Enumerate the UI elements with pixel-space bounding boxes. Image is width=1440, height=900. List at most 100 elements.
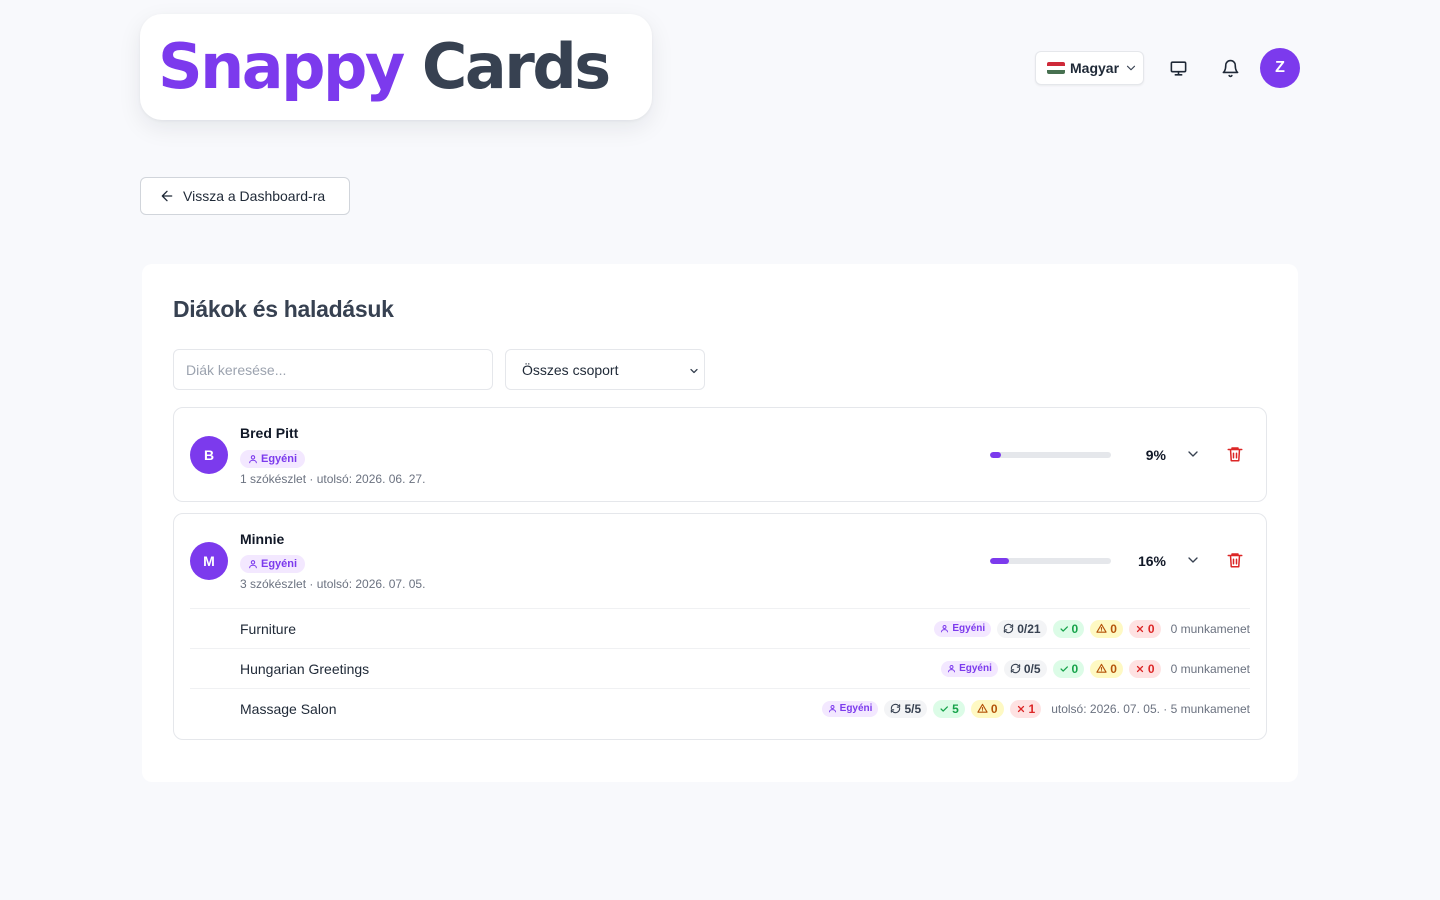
- deck-session-info: utolsó: 2026. 07. 05. · 5 munkamenet: [1051, 701, 1250, 716]
- deck-type-label: Egyéni: [959, 663, 992, 674]
- collapse-button[interactable]: [1183, 550, 1203, 570]
- deck-name: Hungarian Greetings: [240, 660, 370, 677]
- page-title: Diákok és haladásuk: [173, 296, 394, 322]
- warning-count: 0: [1110, 661, 1117, 676]
- expand-button[interactable]: [1183, 444, 1203, 464]
- warning-pill: 0: [970, 699, 1004, 718]
- refresh-icon: [891, 703, 901, 714]
- progress-percent: 9%: [1145, 447, 1166, 463]
- deck-row[interactable]: Furniture Egyéni 0/21 0 0: [190, 608, 1250, 648]
- wrong-pill: 0: [1128, 659, 1161, 678]
- progress-percent: 16%: [1137, 553, 1166, 569]
- wrong-count: 0: [1147, 661, 1155, 676]
- correct-count: 0: [1071, 661, 1079, 676]
- deck-row[interactable]: Massage Salon Egyéni 5/5 5 0: [190, 688, 1250, 728]
- student-avatar: M: [190, 542, 228, 580]
- check-icon: [1060, 625, 1068, 632]
- student-type-label: Egyéni: [261, 558, 298, 570]
- refresh-icon: [1010, 663, 1021, 674]
- chevron-down-icon: [690, 368, 698, 374]
- monitor-icon: [1170, 60, 1186, 76]
- warning-icon: [1096, 623, 1107, 633]
- deck-type-badge: Egyéni: [821, 700, 879, 717]
- logo-part-cards: Cards: [421, 30, 611, 103]
- student-name: Bred Pitt: [240, 425, 299, 441]
- deck-type-badge: Egyéni: [941, 660, 998, 677]
- x-icon: [1136, 625, 1144, 632]
- progress-fill: [990, 558, 1010, 564]
- warning-icon: [977, 703, 988, 713]
- progress-fill: [990, 452, 1001, 458]
- reviewed-count: 0/5: [1023, 661, 1041, 676]
- student-card[interactable]: M Minnie Egyéni 3 szókészlet · utolsó: 2…: [173, 513, 1267, 740]
- delete-student-button[interactable]: [1224, 443, 1246, 465]
- correct-count: 0: [1071, 621, 1079, 636]
- logo: Snappy Cards: [158, 36, 611, 98]
- warning-count: 0: [990, 701, 998, 716]
- deck-type-badge: Egyéni: [934, 620, 992, 637]
- group-filter-select[interactable]: Összes csoport: [505, 349, 705, 390]
- deck-type-label: Egyéni: [839, 703, 873, 714]
- back-to-dashboard-button[interactable]: Vissza a Dashboard-ra: [140, 177, 350, 215]
- student-name: Minnie: [240, 531, 285, 547]
- check-icon: [940, 705, 949, 712]
- correct-pill: 0: [1052, 619, 1085, 638]
- monitor-button[interactable]: [1162, 52, 1194, 84]
- notifications-button[interactable]: [1214, 52, 1246, 84]
- wrong-count: 0: [1147, 621, 1155, 636]
- language-label: Magyar: [1070, 60, 1120, 76]
- back-button-label: Vissza a Dashboard-ra: [183, 188, 326, 204]
- student-search-input[interactable]: [173, 349, 493, 390]
- student-meta: 1 szókészlet · utolsó: 2026. 06. 27.: [240, 472, 426, 486]
- delete-student-button[interactable]: [1224, 549, 1246, 571]
- user-avatar[interactable]: Z: [1260, 48, 1300, 88]
- warning-count: 0: [1110, 621, 1117, 636]
- deck-row[interactable]: Hungarian Greetings Egyéni 0/5 0 0: [190, 648, 1250, 688]
- correct-pill: 0: [1052, 659, 1085, 678]
- deck-session-info: 0 munkamenet: [1170, 621, 1250, 636]
- group-filter-value: Összes csoport: [522, 361, 619, 378]
- reviewed-pill: 0/21: [997, 619, 1047, 638]
- user-icon: [941, 625, 949, 633]
- wrong-pill: 0: [1128, 619, 1161, 638]
- deck-name: Massage Salon: [240, 700, 337, 717]
- user-icon: [948, 665, 956, 673]
- student-type-badge: Egyéni: [240, 555, 306, 573]
- student-type-label: Egyéni: [261, 453, 298, 465]
- correct-count: 5: [952, 701, 959, 716]
- chevron-down-icon: [1188, 451, 1198, 457]
- trash-icon: [1227, 447, 1243, 462]
- warning-icon: [1096, 663, 1107, 673]
- reviewed-count: 5/5: [904, 701, 922, 716]
- user-icon: [249, 560, 257, 569]
- language-selector[interactable]: Magyar: [1035, 51, 1144, 85]
- trash-icon: [1227, 553, 1243, 568]
- wrong-count: 1: [1028, 701, 1036, 716]
- progress-bar: [990, 452, 1111, 458]
- reviewed-pill: 5/5: [884, 699, 928, 718]
- warning-pill: 0: [1090, 619, 1123, 638]
- reviewed-count: 0/21: [1017, 621, 1041, 636]
- student-card[interactable]: B Bred Pitt Egyéni 1 szókészlet · utolsó…: [173, 407, 1267, 502]
- x-icon: [1136, 665, 1144, 672]
- deck-name: Furniture: [240, 620, 297, 637]
- user-icon: [828, 705, 836, 713]
- students-panel: Diákok és haladásuk Összes csoport B Bre…: [142, 264, 1298, 782]
- x-icon: [1017, 705, 1024, 712]
- arrow-left-icon: [161, 190, 173, 202]
- chevron-down-icon: [1188, 557, 1198, 563]
- wrong-pill: 1: [1009, 699, 1042, 718]
- refresh-icon: [1003, 623, 1014, 634]
- chevron-down-icon: [1126, 65, 1136, 71]
- logo-card[interactable]: Snappy Cards: [140, 14, 652, 120]
- warning-pill: 0: [1090, 659, 1123, 678]
- hungarian-flag-icon: [1047, 62, 1065, 74]
- deck-type-label: Egyéni: [952, 623, 986, 634]
- correct-pill: 5: [933, 699, 965, 718]
- deck-session-info: 0 munkamenet: [1170, 661, 1250, 676]
- student-meta: 3 szókészlet · utolsó: 2026. 07. 05.: [240, 577, 426, 591]
- progress-bar: [990, 558, 1111, 564]
- check-icon: [1060, 665, 1068, 672]
- bell-icon: [1222, 59, 1238, 77]
- student-type-badge: Egyéni: [240, 450, 306, 468]
